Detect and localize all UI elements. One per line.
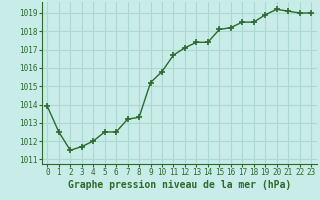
X-axis label: Graphe pression niveau de la mer (hPa): Graphe pression niveau de la mer (hPa)	[68, 180, 291, 190]
